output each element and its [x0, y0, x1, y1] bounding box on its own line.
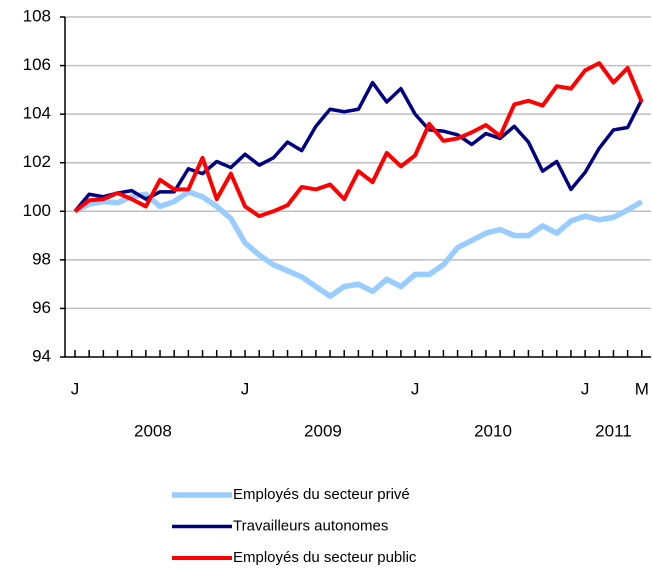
year-label: 2009 [304, 421, 342, 440]
x-tick-label: J [581, 379, 590, 398]
year-label: 2010 [474, 421, 512, 440]
series-line [73, 80, 644, 213]
x-tick-label: J [71, 379, 80, 398]
y-tick-label: 102 [23, 152, 51, 171]
year-label: 2008 [134, 421, 172, 440]
legend-label: Employés du secteur public [233, 549, 417, 566]
x-tick-label: J [411, 379, 420, 398]
y-tick-label: 104 [23, 104, 51, 123]
series-line [73, 189, 644, 300]
series-line [73, 61, 644, 219]
legend-label: Travailleurs autonomes [233, 517, 388, 534]
x-tick-label: M [635, 379, 649, 398]
x-tick-label: J [241, 379, 250, 398]
y-tick-label: 98 [32, 249, 51, 268]
y-tick-label: 96 [32, 298, 51, 317]
legend: Employés du secteur privé Travailleurs au… [172, 486, 417, 566]
y-tick-label: 94 [32, 346, 51, 365]
y-tick-label: 108 [23, 6, 51, 25]
legend-label: Employés du secteur privé [233, 486, 410, 503]
y-tick-label: 106 [23, 55, 51, 74]
y-tick-label: 100 [23, 201, 51, 220]
year-label: 2011 [595, 421, 632, 440]
